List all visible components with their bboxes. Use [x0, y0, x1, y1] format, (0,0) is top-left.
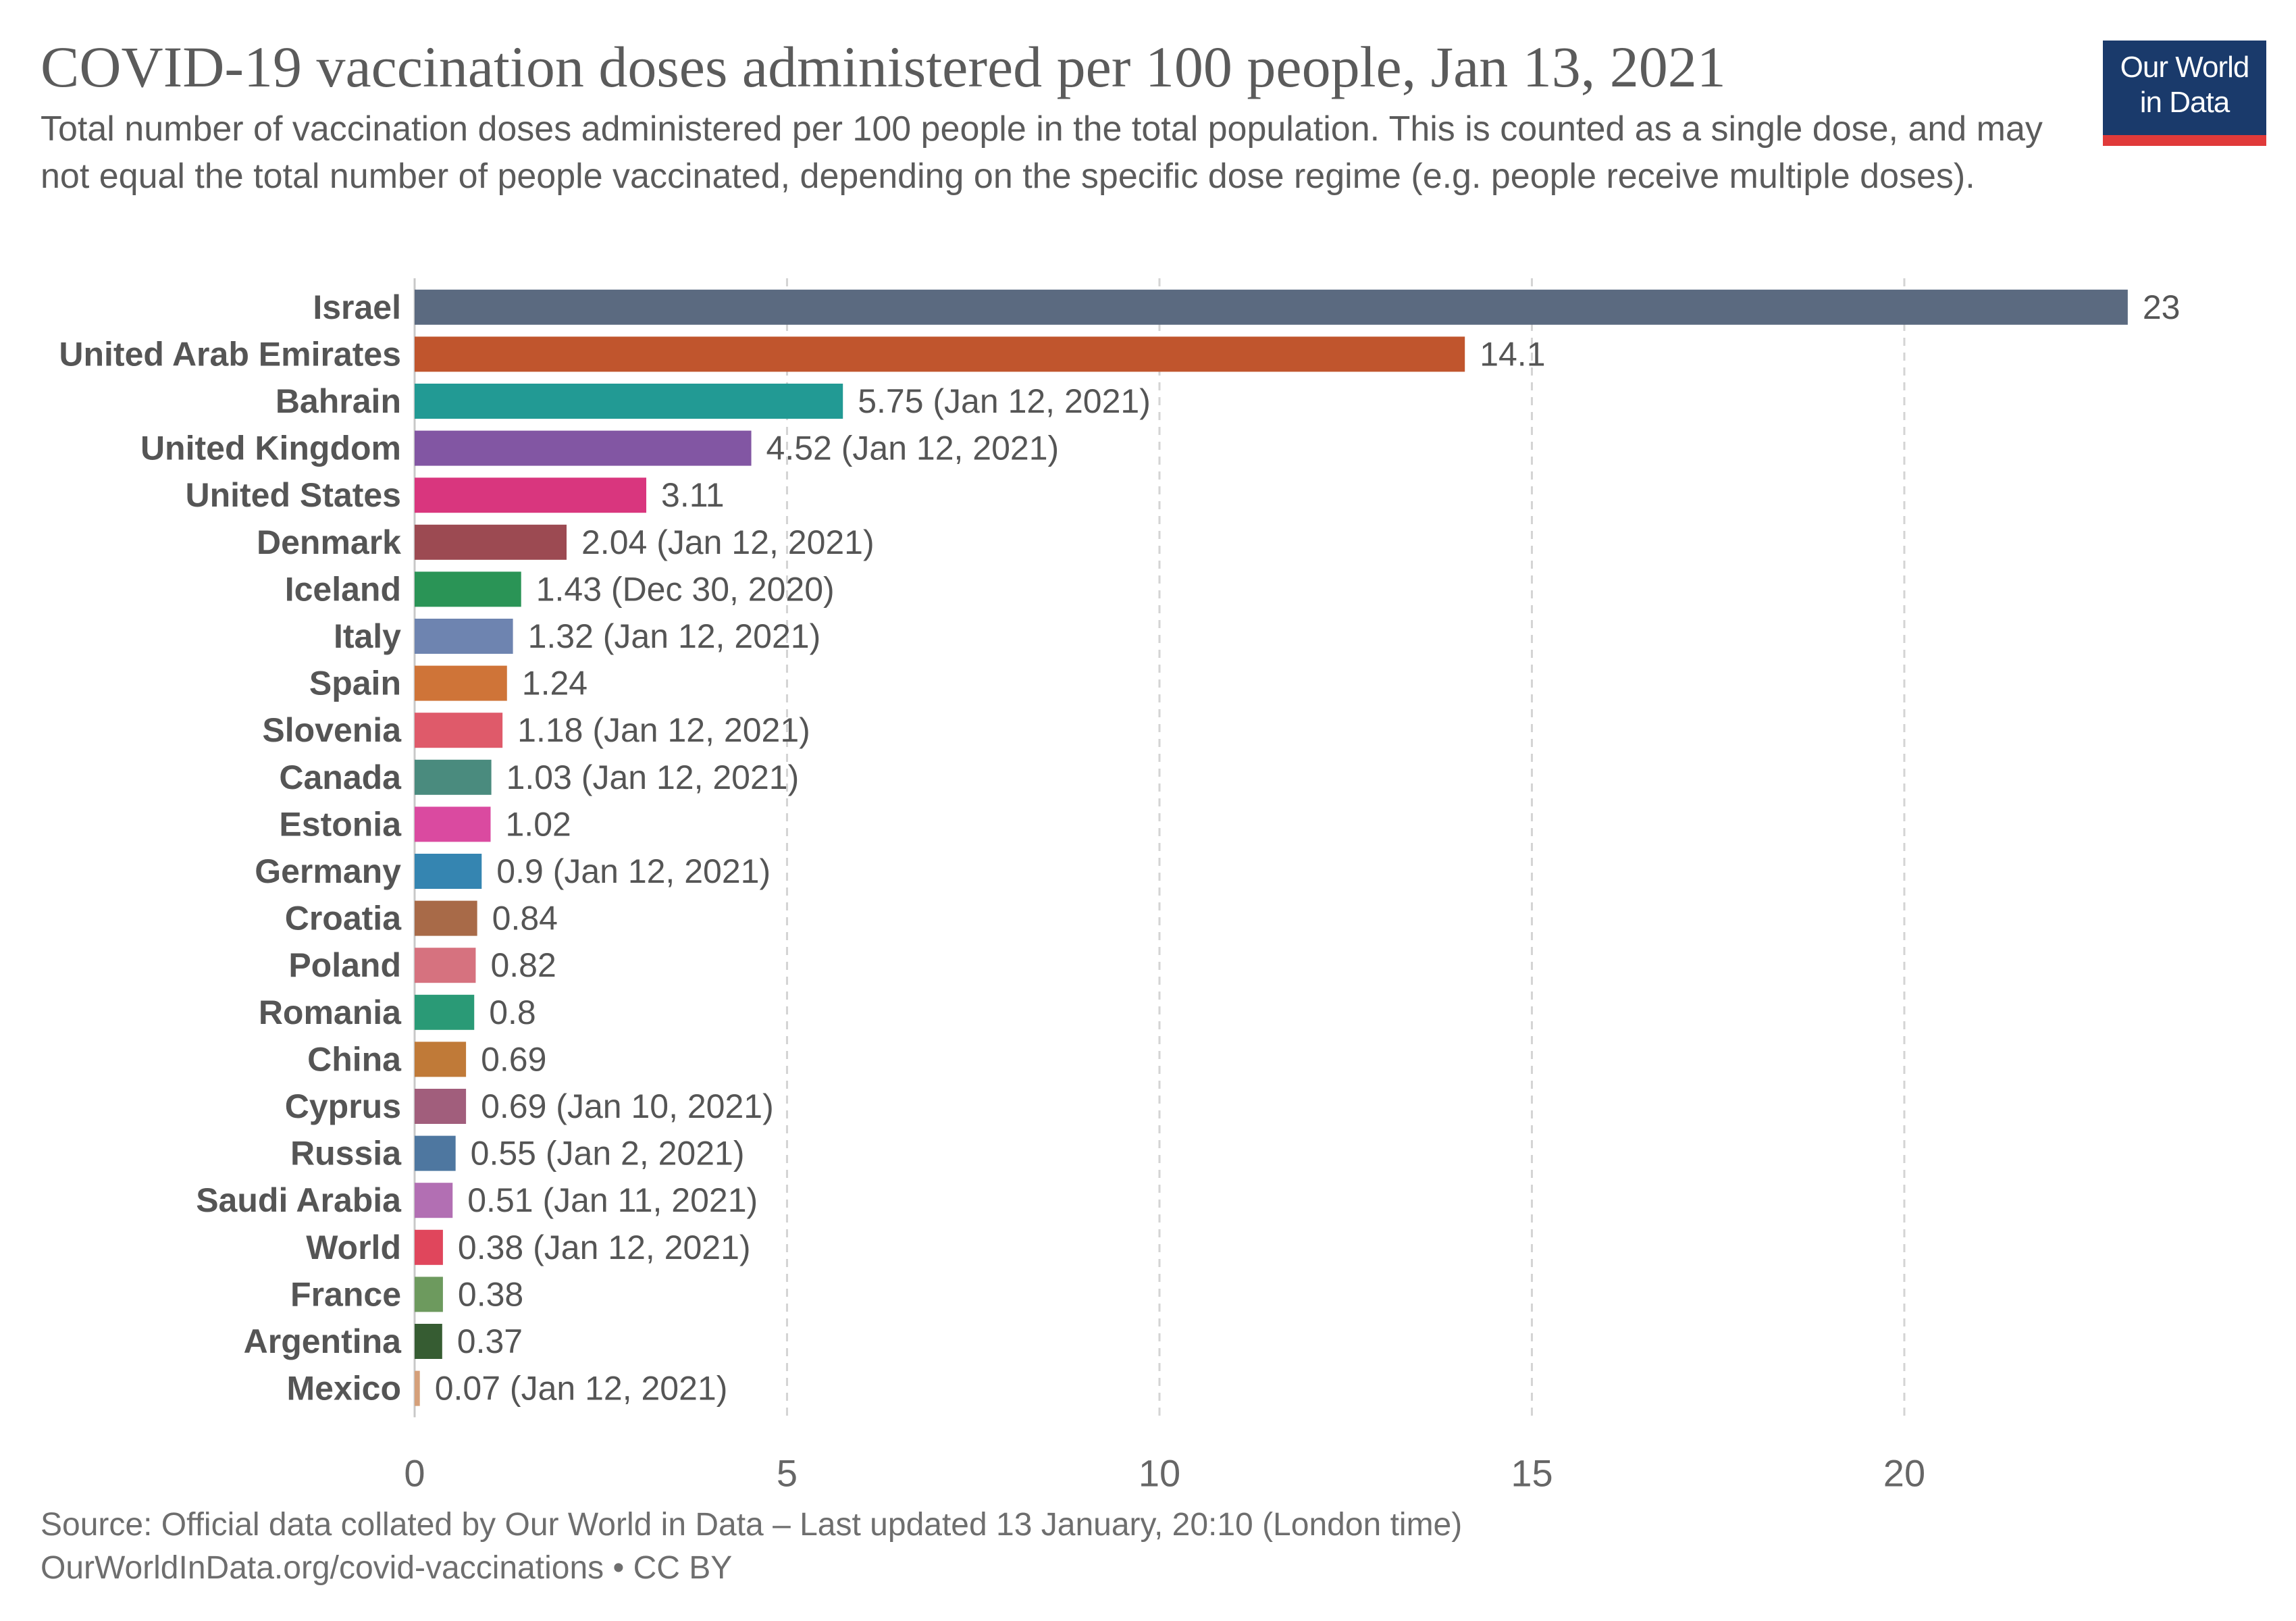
- bar[interactable]: [415, 1183, 453, 1218]
- value-label: 3.11: [661, 476, 725, 514]
- grid-layer: [413, 278, 1906, 1418]
- country-label[interactable]: Russia: [290, 1135, 402, 1173]
- value-label: 0.07 (Jan 12, 2021): [435, 1370, 728, 1408]
- bar[interactable]: [415, 665, 507, 701]
- bar[interactable]: [415, 994, 475, 1030]
- country-label[interactable]: World: [306, 1229, 401, 1266]
- bar[interactable]: [415, 478, 647, 513]
- value-label: 23: [2143, 288, 2181, 326]
- country-label[interactable]: Germany: [255, 852, 401, 890]
- country-label[interactable]: Israel: [313, 288, 401, 326]
- country-label[interactable]: Mexico: [286, 1370, 401, 1408]
- bar[interactable]: [415, 1370, 420, 1406]
- value-label: 0.55 (Jan 2, 2021): [471, 1135, 745, 1173]
- country-label[interactable]: China: [307, 1040, 402, 1078]
- country-label[interactable]: France: [290, 1275, 401, 1313]
- x-tick-label: 0: [404, 1451, 425, 1494]
- logo-line-2: in Data: [2139, 86, 2230, 119]
- bar[interactable]: [415, 900, 477, 936]
- source-url[interactable]: OurWorldInData.org/covid-vaccinations • …: [41, 1550, 733, 1586]
- country-label[interactable]: Denmark: [257, 523, 401, 561]
- bar[interactable]: [415, 948, 476, 983]
- bar[interactable]: [415, 854, 482, 889]
- value-label: 0.37: [457, 1322, 523, 1360]
- bar[interactable]: [415, 619, 513, 654]
- country-label[interactable]: Spain: [309, 665, 401, 702]
- country-label[interactable]: Saudi Arabia: [196, 1181, 402, 1219]
- bar[interactable]: [415, 806, 491, 842]
- bar[interactable]: [415, 571, 521, 607]
- country-label[interactable]: Slovenia: [262, 711, 402, 749]
- x-axis: 0 5 10 15 20: [404, 1451, 1925, 1494]
- bar[interactable]: [415, 1277, 443, 1312]
- country-label[interactable]: Estonia: [279, 805, 402, 843]
- value-label: 2.04 (Jan 12, 2021): [581, 523, 875, 561]
- country-label[interactable]: Romania: [259, 994, 402, 1031]
- bar[interactable]: [415, 430, 752, 466]
- country-label[interactable]: Argentina: [244, 1322, 402, 1360]
- bar[interactable]: [415, 1135, 456, 1171]
- country-label[interactable]: Iceland: [285, 570, 401, 608]
- country-label[interactable]: Canada: [279, 758, 402, 796]
- value-label: 1.24: [522, 665, 588, 702]
- value-label: 0.69: [481, 1040, 546, 1078]
- country-label[interactable]: Poland: [288, 946, 401, 984]
- country-label[interactable]: United Kingdom: [140, 430, 401, 467]
- value-label: 1.02: [506, 805, 571, 843]
- bar[interactable]: [415, 759, 492, 795]
- value-label: 0.84: [492, 900, 558, 937]
- bar-layer: [415, 289, 2128, 1406]
- value-label: 0.51 (Jan 11, 2021): [467, 1181, 758, 1219]
- value-label: 0.9 (Jan 12, 2021): [496, 852, 771, 890]
- value-label: 14.1: [1480, 335, 1545, 373]
- chart-subtitle: Total number of vaccination doses admini…: [41, 109, 2043, 196]
- value-label: 1.18 (Jan 12, 2021): [517, 711, 810, 749]
- value-label: 0.38 (Jan 12, 2021): [458, 1229, 751, 1266]
- value-label: 0.8: [489, 994, 536, 1031]
- bar[interactable]: [415, 1229, 443, 1265]
- country-label[interactable]: United Arab Emirates: [59, 335, 401, 373]
- x-tick-label: 10: [1139, 1451, 1180, 1494]
- owid-logo[interactable]: Our World in Data: [2103, 41, 2266, 146]
- logo-line-1: Our World: [2120, 51, 2250, 84]
- country-label[interactable]: Italy: [334, 617, 401, 655]
- bar[interactable]: [415, 289, 2128, 325]
- bar[interactable]: [415, 1041, 467, 1077]
- value-label: 0.69 (Jan 10, 2021): [481, 1087, 774, 1125]
- label-layer: Israel 23 United Arab Emirates 14.1 Bahrain 5…: [59, 288, 2180, 1408]
- value-label: 5.75 (Jan 12, 2021): [858, 382, 1151, 420]
- value-label: 0.38: [458, 1275, 523, 1313]
- x-tick-label: 20: [1883, 1451, 1925, 1494]
- bar[interactable]: [415, 384, 843, 419]
- value-label: 1.32 (Jan 12, 2021): [528, 617, 821, 655]
- country-label[interactable]: Bahrain: [276, 382, 401, 420]
- bar[interactable]: [415, 1324, 442, 1359]
- bar[interactable]: [415, 713, 503, 748]
- value-label: 0.82: [490, 946, 556, 984]
- bar[interactable]: [415, 1089, 467, 1124]
- country-label[interactable]: Croatia: [285, 900, 402, 937]
- chart-title: COVID-19 vaccination doses administered …: [41, 34, 1726, 99]
- value-label: 4.52 (Jan 12, 2021): [766, 430, 1060, 467]
- value-label: 1.43 (Dec 30, 2020): [536, 570, 835, 608]
- x-tick-label: 5: [777, 1451, 798, 1494]
- country-label[interactable]: Cyprus: [285, 1087, 401, 1125]
- value-label: 1.03 (Jan 12, 2021): [506, 758, 800, 796]
- x-tick-label: 15: [1511, 1451, 1553, 1494]
- source-note: Source: Official data collated by Our Wo…: [41, 1507, 1463, 1543]
- country-label[interactable]: United States: [185, 476, 401, 514]
- chart-footer: Source: Official data collated by Our Wo…: [41, 1503, 2066, 1590]
- bar[interactable]: [415, 524, 567, 560]
- bar[interactable]: [415, 336, 1465, 372]
